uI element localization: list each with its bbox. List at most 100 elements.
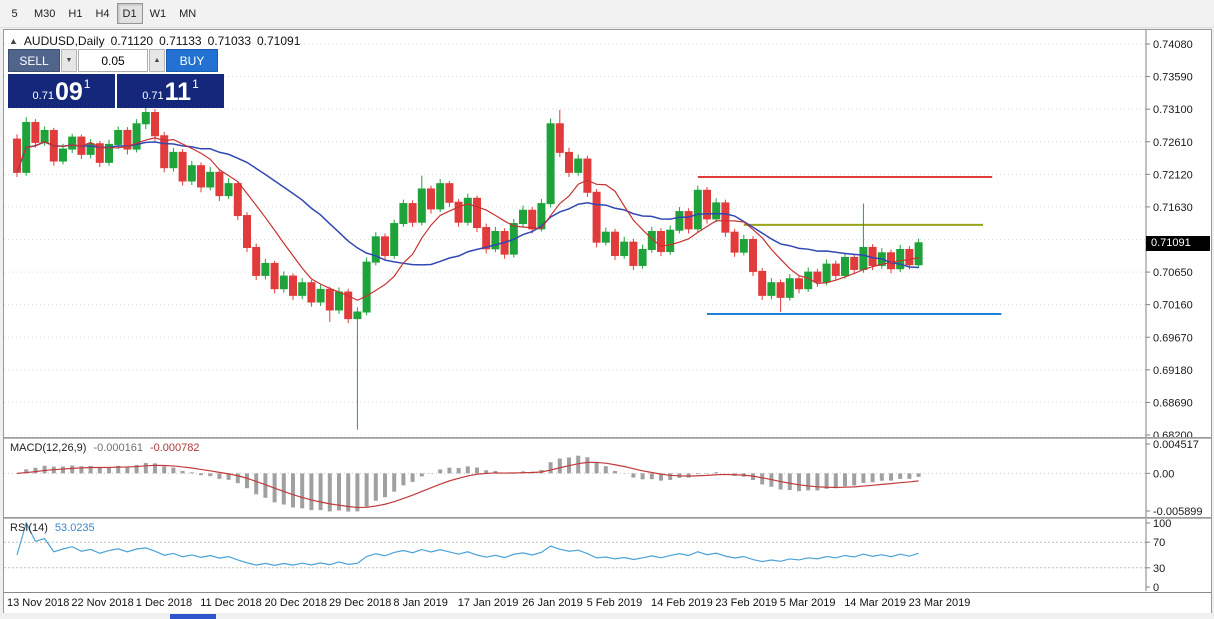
timeframe-h4[interactable]: H4 xyxy=(89,3,115,24)
candle-body xyxy=(252,246,261,276)
candle-body xyxy=(546,123,555,205)
timeframe-d1[interactable]: D1 xyxy=(116,3,143,24)
volume-decrease-button[interactable]: ▼ xyxy=(61,49,77,72)
time-axis-label: 23 Mar 2019 xyxy=(908,597,971,609)
candle-body xyxy=(712,202,721,220)
macd-histogram xyxy=(24,455,921,512)
rsi-scale[interactable]: 100 70 30 0 xyxy=(1145,519,1171,591)
candle-body xyxy=(767,282,776,296)
macd-pane[interactable]: 0.004517 0.00 -0.005899 xyxy=(4,439,1211,517)
rsi-tick-label: 30 xyxy=(1153,563,1165,575)
time-axis-label: 13 Nov 2018 xyxy=(7,597,70,609)
candle-body xyxy=(703,189,711,220)
candle-body xyxy=(95,143,104,163)
candle-body xyxy=(666,229,675,252)
candle-body xyxy=(519,209,527,225)
candle-body xyxy=(151,111,159,137)
price-tick-label: 0.74080 xyxy=(1153,39,1193,51)
candle-body xyxy=(123,129,132,150)
quote-boxes-row: 0.71 09 1 0.71 11 1 xyxy=(8,74,224,108)
rsi-pane[interactable]: 100 70 30 0 xyxy=(4,519,1211,591)
time-axis-label: 8 Jan 2019 xyxy=(393,597,448,609)
price-tick-label: 0.70160 xyxy=(1153,300,1193,312)
timeframe-h1[interactable]: H1 xyxy=(62,3,88,24)
bid-price-box[interactable]: 0.71 09 1 xyxy=(8,74,115,108)
candle-body xyxy=(850,256,859,270)
candle-body xyxy=(482,227,491,250)
candle-body xyxy=(574,158,583,173)
candle-body xyxy=(233,183,242,217)
candle-body xyxy=(555,123,564,153)
time-axis-label: 11 Dec 2018 xyxy=(200,597,262,609)
candle-body xyxy=(436,183,445,210)
one-click-panel-toggle-icon[interactable]: ▲ xyxy=(9,36,18,46)
price-chart-pane[interactable]: 0.74080 0.73590 0.73100 0.72610 0.72120 0.716… xyxy=(4,30,1211,437)
timeframe-m30[interactable]: M30 xyxy=(28,3,61,24)
candle-body xyxy=(795,278,803,290)
candle-body xyxy=(693,189,702,230)
buy-button[interactable]: BUY xyxy=(166,49,218,72)
time-axis-label: 14 Feb 2019 xyxy=(651,597,713,609)
candle-body xyxy=(776,282,785,298)
ask-price-prefix: 0.71 xyxy=(142,90,164,102)
time-axis-label: 5 Feb 2019 xyxy=(586,597,643,609)
candle-body xyxy=(675,211,684,231)
timeframe-m5[interactable]: 5 xyxy=(2,3,27,24)
ohlc-low: 0.71033 xyxy=(207,34,251,48)
ma-fast-line xyxy=(16,137,919,301)
timeframe-w1[interactable]: W1 xyxy=(144,3,173,24)
ask-price-big: 11 xyxy=(164,78,192,106)
time-axis-label: 17 Jan 2019 xyxy=(457,597,519,609)
candle-body xyxy=(59,148,67,162)
macd-signal-line xyxy=(16,461,919,509)
rsi-value: 53.0235 xyxy=(54,522,95,534)
price-tick-label: 0.72120 xyxy=(1153,169,1193,181)
candle-body xyxy=(316,288,325,303)
candle-body xyxy=(463,197,472,223)
price-tick-label: 0.70650 xyxy=(1153,267,1193,279)
bid-price-big: 09 xyxy=(54,78,83,106)
ohlc-open: 0.71120 xyxy=(110,34,154,48)
time-axis[interactable]: 13 Nov 2018 22 Nov 2018 1 Dec 2018 11 Dec 2… xyxy=(4,592,1211,613)
price-tick-label: 0.69180 xyxy=(1153,365,1193,377)
candle-body xyxy=(638,248,647,266)
macd-tick-label: -0.005899 xyxy=(1153,506,1203,517)
current-price-badge: 0.71091 xyxy=(1146,235,1210,251)
sell-button[interactable]: SELL xyxy=(8,49,60,72)
status-bar xyxy=(0,614,1214,619)
ask-price-box[interactable]: 0.71 11 1 xyxy=(117,74,224,108)
pane-splitter[interactable] xyxy=(4,437,1211,439)
candle-body xyxy=(141,111,150,125)
macd-signal-value: -0.000782 xyxy=(149,442,200,454)
candle-body xyxy=(620,241,629,256)
candle-body xyxy=(178,151,187,182)
candle-body xyxy=(381,236,389,256)
candle-body xyxy=(197,165,205,188)
candle-body xyxy=(169,151,178,169)
candle-body xyxy=(491,231,500,250)
macd-scale[interactable]: 0.004517 0.00 -0.005899 xyxy=(1145,439,1203,517)
rsi-label: RSI(14) xyxy=(10,522,48,534)
candles-layer xyxy=(13,107,923,430)
macd-label: MACD(12,26,9) xyxy=(10,442,87,454)
volume-increase-button[interactable]: ▲ xyxy=(149,49,165,72)
candle-body xyxy=(399,203,408,225)
volume-input[interactable] xyxy=(78,49,148,72)
timeframe-mn[interactable]: MN xyxy=(173,3,202,24)
rsi-header: RSI(14) 53.0235 xyxy=(10,522,95,534)
price-tick-label: 0.68200 xyxy=(1153,430,1193,437)
candle-body xyxy=(528,209,537,230)
candle-body xyxy=(335,291,343,311)
time-axis-label: 1 Dec 2018 xyxy=(135,597,193,609)
pane-splitter[interactable] xyxy=(4,517,1211,519)
candle-body xyxy=(831,263,840,276)
candle-body xyxy=(206,171,215,188)
candle-body xyxy=(325,288,334,311)
candle-body xyxy=(629,241,638,266)
candle-body xyxy=(445,183,454,203)
price-scale[interactable]: 0.74080 0.73590 0.73100 0.72610 0.72120 0.716… xyxy=(1145,30,1193,437)
ohlc-close: 0.71091 xyxy=(257,34,301,48)
time-axis-label: 22 Nov 2018 xyxy=(71,597,134,609)
candle-body xyxy=(298,282,307,296)
candle-body xyxy=(657,231,665,252)
